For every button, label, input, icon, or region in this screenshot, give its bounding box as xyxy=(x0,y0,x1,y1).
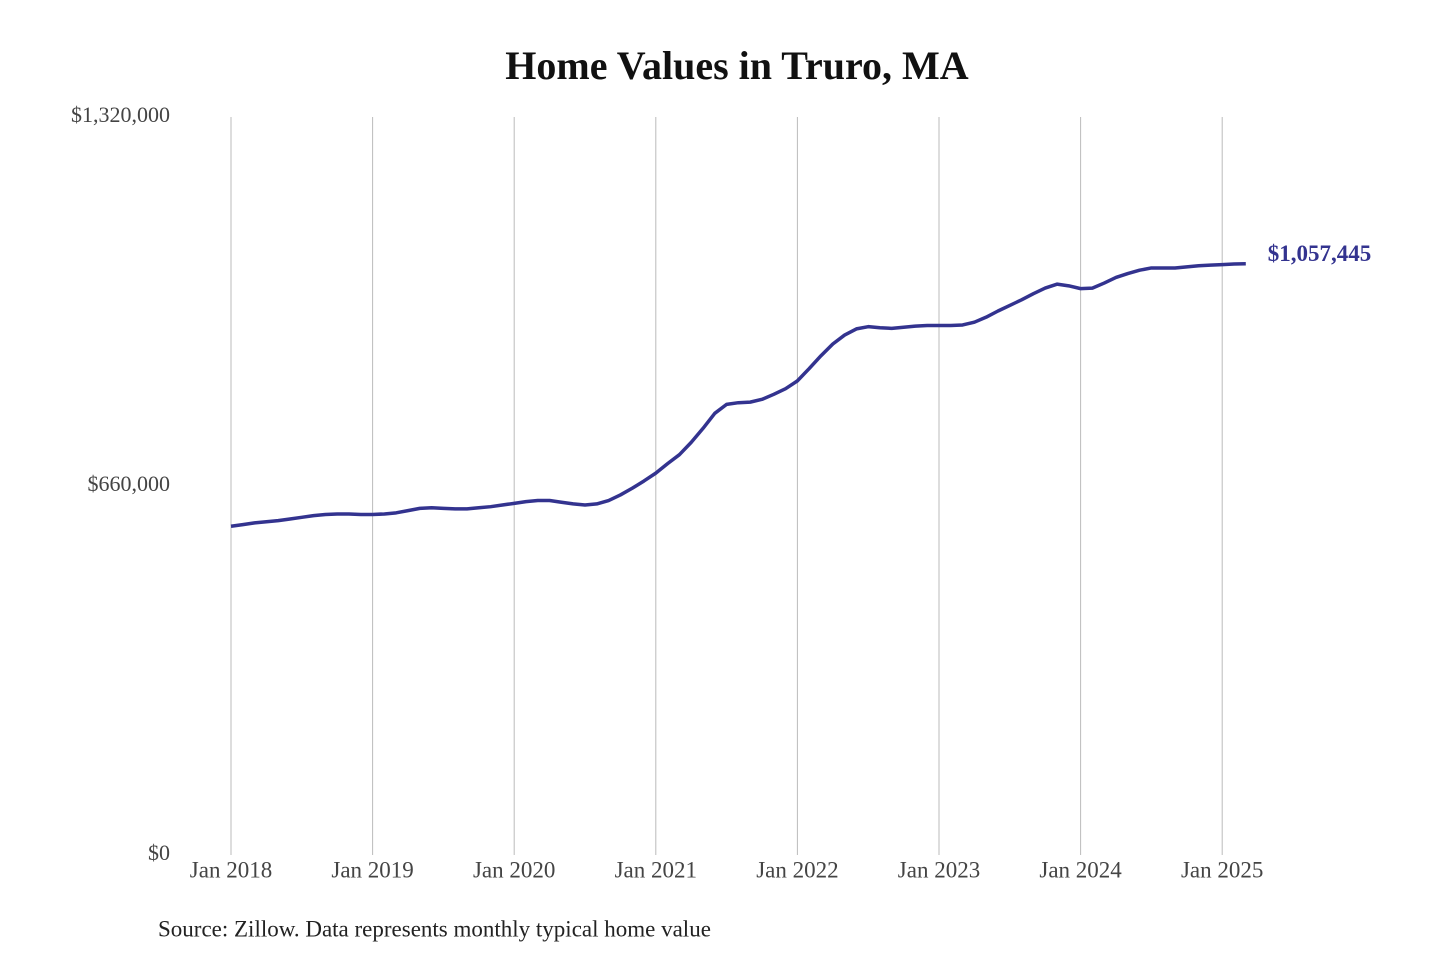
x-tick-label: Jan 2024 xyxy=(1039,857,1122,882)
y-tick-label: $0 xyxy=(148,840,170,865)
x-tick-label: Jan 2023 xyxy=(898,857,980,882)
x-tick-label: Jan 2022 xyxy=(756,857,838,882)
x-tick-label: Jan 2020 xyxy=(473,857,555,882)
x-tick-label: Jan 2025 xyxy=(1181,857,1263,882)
source-note: Source: Zillow. Data represents monthly … xyxy=(158,916,711,941)
value-label: $1,057,445 xyxy=(1268,241,1372,266)
y-tick-label: $660,000 xyxy=(88,471,171,496)
x-tick-label: Jan 2021 xyxy=(615,857,697,882)
x-tick-label: Jan 2018 xyxy=(190,857,272,882)
line xyxy=(230,262,1246,528)
y-tick-label: $1,320,000 xyxy=(71,102,170,127)
chart-title: Home Values in Truro, MA xyxy=(505,43,968,88)
x-tick-label: Jan 2019 xyxy=(331,857,413,882)
